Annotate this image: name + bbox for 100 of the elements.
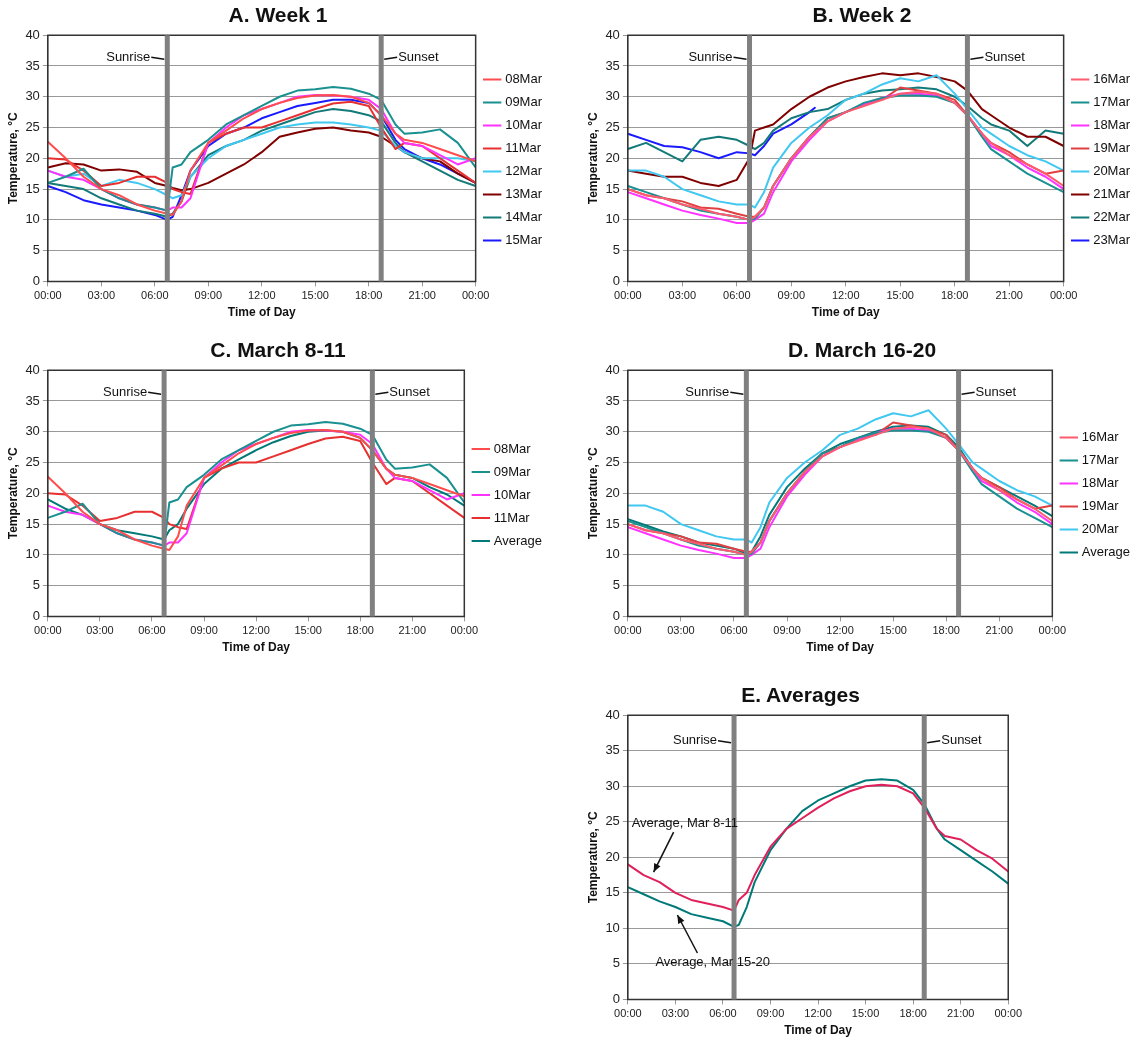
legend-label: 09Mar — [505, 94, 543, 110]
y-tick-label: 10 — [25, 546, 40, 562]
x-tick-label: 03:00 — [86, 624, 114, 637]
y-tick-label: 15 — [605, 180, 620, 196]
chart-title: E. Averages — [741, 683, 860, 707]
y-tick-label: 30 — [605, 777, 620, 793]
y-tick-label: 25 — [605, 454, 620, 470]
legend-label: 10Mar — [493, 486, 532, 502]
x-tick-label: 15:00 — [851, 1007, 880, 1020]
y-tick-label: 30 — [25, 88, 40, 104]
x-tick-label: 00:00 — [994, 1007, 1022, 1020]
ref-line-label: Sunset — [398, 48, 440, 64]
x-tick-label: 15:00 — [886, 289, 914, 302]
x-tick-label: 09:00 — [190, 624, 218, 637]
y-tick-label: 25 — [25, 119, 40, 135]
y-tick-label: 5 — [32, 242, 40, 258]
y-tick-label: 5 — [32, 577, 40, 593]
y-tick-label: 35 — [25, 392, 40, 408]
y-tick-label: 40 — [605, 361, 620, 377]
y-tick-label: 35 — [25, 57, 40, 73]
x-tick-label: 06:00 — [141, 289, 169, 302]
x-axis-title: Time of Day — [806, 640, 875, 655]
y-tick-label: 30 — [25, 423, 40, 439]
legend-label: 17Mar — [1093, 94, 1131, 110]
x-tick-label: 21:00 — [946, 1007, 975, 1020]
chart-title: D. March 16-20 — [787, 338, 937, 362]
ref-line-label: Sunset — [984, 48, 1026, 64]
legend-label: Average — [1081, 544, 1130, 560]
y-tick-label: 35 — [605, 57, 620, 73]
annotation: Average, Mar 15-20 — [655, 953, 771, 969]
y-tick-label: 5 — [612, 242, 620, 258]
chart-title: A. Week 1 — [228, 3, 328, 27]
x-tick-label: 12:00 — [242, 624, 270, 637]
y-axis-title: Temperature, °C — [585, 811, 600, 904]
y-tick-label: 0 — [612, 990, 620, 1006]
legend-label: 16Mar — [1081, 429, 1120, 445]
ref-line-label: Sunrise — [685, 383, 730, 399]
x-axis-title: Time of Day — [222, 640, 291, 655]
y-tick-label: 35 — [605, 392, 620, 408]
legend-label: 11Mar — [493, 509, 531, 525]
y-tick-label: 40 — [605, 706, 620, 722]
y-tick-label: 15 — [605, 884, 620, 900]
y-tick-label: 0 — [612, 607, 620, 623]
chart-title: C. March 8-11 — [210, 338, 347, 362]
y-tick-label: 30 — [605, 88, 620, 104]
y-tick-label: 25 — [605, 119, 620, 135]
x-tick-label: 21:00 — [985, 624, 1014, 637]
legend-label: 09Mar — [493, 463, 532, 479]
x-tick-label: 03:00 — [661, 1007, 690, 1020]
legend-label: 14Mar — [505, 209, 543, 225]
x-tick-label: 06:00 — [723, 289, 751, 302]
x-tick-label: 06:00 — [709, 1007, 737, 1020]
legend-label: 20Mar — [1081, 521, 1120, 537]
x-tick-label: 21:00 — [408, 289, 436, 302]
y-tick-label: 20 — [605, 484, 620, 500]
y-tick-label: 10 — [605, 211, 620, 227]
ref-line-label: Sunrise — [688, 48, 733, 64]
y-tick-label: 0 — [612, 272, 620, 288]
x-tick-label: 00:00 — [614, 289, 642, 302]
legend-label: 10Mar — [505, 117, 543, 133]
x-tick-label: 18:00 — [940, 289, 969, 302]
x-tick-label: 00:00 — [1038, 624, 1067, 637]
x-axis-title: Time of Day — [227, 305, 296, 320]
y-tick-label: 5 — [612, 577, 620, 593]
legend-label: 21Mar — [1093, 186, 1131, 202]
y-tick-label: 5 — [612, 955, 620, 971]
y-tick-label: 20 — [25, 484, 40, 500]
legend-label: 15Mar — [505, 232, 543, 248]
x-tick-label: 00:00 — [450, 624, 479, 637]
x-tick-label: 21:00 — [995, 289, 1023, 302]
legend-label: 08Mar — [493, 440, 532, 456]
y-tick-label: 40 — [25, 361, 40, 377]
y-tick-label: 0 — [32, 607, 40, 623]
ref-line-label: Sunset — [389, 383, 431, 399]
y-tick-label: 20 — [605, 848, 620, 864]
x-axis-title: Time of Day — [811, 305, 880, 320]
x-tick-label: 00:00 — [34, 624, 62, 637]
x-tick-label: 12:00 — [804, 1007, 832, 1020]
x-tick-label: 06:00 — [720, 624, 748, 637]
y-tick-label: 15 — [605, 515, 620, 531]
x-tick-label: 12:00 — [826, 624, 854, 637]
x-tick-label: 00:00 — [614, 1007, 642, 1020]
x-tick-label: 15:00 — [879, 624, 907, 637]
legend-label: 18Mar — [1081, 475, 1120, 491]
legend-label: Average — [493, 532, 542, 548]
legend-label: 12Mar — [505, 163, 543, 179]
legend-label: 13Mar — [505, 186, 543, 202]
y-tick-label: 25 — [605, 813, 620, 829]
x-tick-label: 09:00 — [773, 624, 801, 637]
x-tick-label: 21:00 — [398, 624, 427, 637]
ref-line-label: Sunset — [975, 383, 1017, 399]
x-tick-label: 00:00 — [34, 289, 62, 302]
legend-label: 20Mar — [1093, 163, 1131, 179]
x-tick-label: 00:00 — [461, 289, 490, 302]
legend-label: 19Mar — [1081, 498, 1120, 514]
x-tick-label: 18:00 — [346, 624, 374, 637]
x-tick-label: 15:00 — [294, 624, 322, 637]
y-tick-label: 25 — [25, 454, 40, 470]
x-tick-label: 09:00 — [777, 289, 806, 302]
x-tick-label: 18:00 — [354, 289, 383, 302]
